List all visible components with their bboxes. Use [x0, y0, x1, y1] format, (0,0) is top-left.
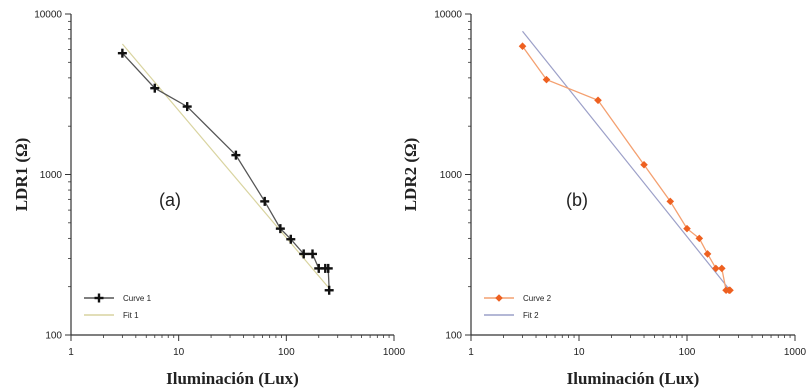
data-point-curve-1 [260, 196, 270, 206]
y-tick-label: 1000 [40, 170, 63, 181]
data-point-curve-2 [695, 234, 704, 243]
data-point-curve-1 [231, 150, 241, 160]
data-point-curve-1 [275, 224, 285, 234]
legend-label-curve-1: Curve 1 [123, 294, 152, 303]
data-point-curve-1 [286, 234, 296, 244]
legend-marker-curve-1 [94, 293, 104, 303]
data-point-curve-1 [323, 263, 333, 273]
legend-label-fit-1: Fit 1 [123, 311, 139, 320]
x-tick-label: 1000 [784, 347, 807, 358]
legend-marker-curve-2 [495, 294, 503, 302]
data-point-curve-2 [542, 75, 551, 84]
data-point-curve-2 [683, 224, 691, 233]
x-axis-title: Iluminación (Lux) [166, 369, 299, 388]
legend-label-curve-2: Curve 2 [523, 294, 552, 303]
series-line-curve-2 [521, 45, 730, 291]
y-tick-label: 10000 [34, 10, 62, 21]
data-point-curve-2 [666, 197, 675, 206]
y-axis-title: LDR2 (Ω) [401, 138, 420, 212]
legend: Curve 1 Fit 1 [84, 293, 152, 320]
y-tick-label: 1000 [440, 170, 463, 181]
data-point-curve-1 [299, 249, 309, 259]
data-point-curve-2 [518, 42, 527, 51]
panel-label: (a) [159, 190, 181, 210]
data-point-curve-1 [182, 102, 192, 112]
data-point-curve-1 [308, 249, 318, 259]
data-point-curve-2 [703, 250, 712, 258]
panel-label: (b) [566, 190, 588, 210]
data-point-curve-1 [117, 48, 127, 58]
data-point-curve-2 [712, 264, 720, 273]
x-tick-label: 1 [468, 347, 474, 358]
x-tick-label: 10 [173, 347, 185, 358]
data-point-curve-2 [726, 286, 734, 295]
series-line-fit-1 [121, 43, 330, 289]
x-tick-label: 1000 [383, 347, 406, 358]
y-tick-label: 100 [445, 331, 462, 342]
x-tick-label: 100 [679, 347, 696, 358]
x-tick-label: 10 [573, 347, 585, 358]
data-point-curve-2 [594, 96, 602, 105]
legend: Curve 2 Fit 2 [484, 294, 552, 320]
data-point-curve-2 [640, 160, 648, 169]
x-axis-title: Iluminación (Lux) [567, 369, 700, 388]
legend-label-fit-2: Fit 2 [523, 311, 539, 320]
x-tick-label: 1 [68, 347, 74, 358]
y-axis-title: LDR1 (Ω) [12, 138, 31, 212]
data-point-curve-1 [324, 285, 334, 295]
series-line-fit-2 [522, 30, 731, 291]
chart-panel-a: 1 10 100 1000 100 1000 10000 Iluminación (Lux) L… [12, 10, 406, 389]
data-point-curve-1 [150, 83, 160, 93]
y-tick-label: 100 [45, 331, 62, 342]
data-point-curve-2 [717, 264, 726, 273]
y-tick-label: 10000 [434, 10, 462, 21]
chart-panel-b: 1 10 100 1000 100 1000 10000 Iluminación (Lux) L… [401, 10, 807, 389]
x-tick-label: 100 [278, 347, 295, 358]
